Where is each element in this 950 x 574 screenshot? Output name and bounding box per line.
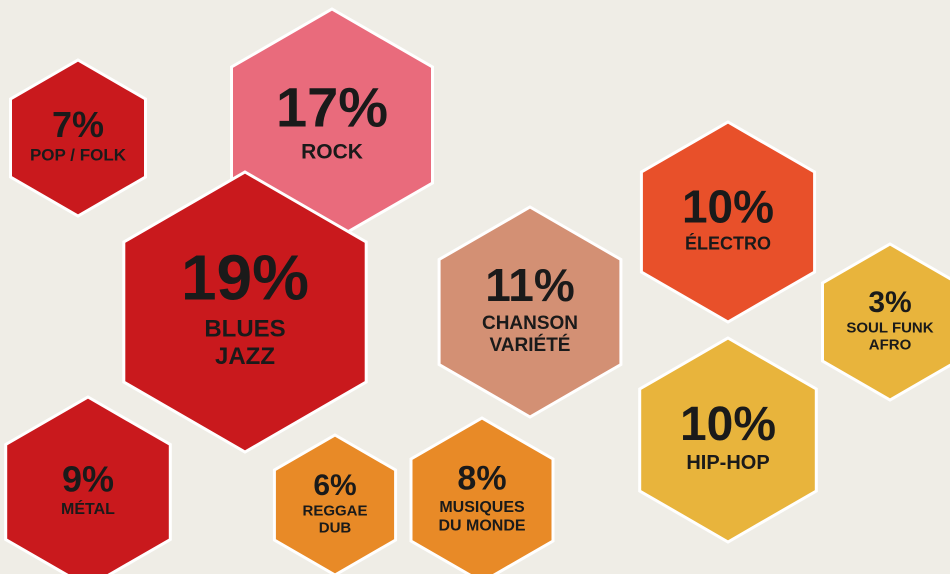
category-label: JAZZ xyxy=(215,343,275,370)
hexagon xyxy=(409,416,555,574)
hexagon xyxy=(639,120,817,324)
hexagon xyxy=(4,395,172,574)
category-label: SOUL FUNK xyxy=(846,319,933,336)
category-label: POP / FOLK xyxy=(30,146,127,165)
category-label: CHANSON xyxy=(482,313,578,334)
value-label: 11% xyxy=(485,259,575,311)
category-label: DU MONDE xyxy=(438,517,525,534)
category-label: VARIÉTÉ xyxy=(490,334,571,356)
hexagon xyxy=(437,205,623,419)
category-label: MÉTAL xyxy=(61,499,115,518)
category-label: HIP-HOP xyxy=(686,452,769,474)
hexagon xyxy=(821,242,950,402)
value-label: 7% xyxy=(52,104,104,145)
category-label: MUSIQUES xyxy=(439,499,525,516)
hexagon xyxy=(9,58,147,218)
hexagon xyxy=(122,170,368,454)
category-label: DUB xyxy=(319,520,352,537)
value-label: 17% xyxy=(276,75,388,138)
value-label: 9% xyxy=(62,458,114,499)
category-label: BLUES xyxy=(204,315,285,342)
value-label: 10% xyxy=(680,398,776,451)
value-label: 6% xyxy=(313,469,356,502)
hexagon xyxy=(638,336,818,544)
category-label: ÉLECTRO xyxy=(685,233,771,254)
value-label: 10% xyxy=(682,181,774,233)
value-label: 19% xyxy=(181,242,309,314)
category-label: REGGAE xyxy=(302,502,367,519)
value-label: 8% xyxy=(457,460,506,498)
category-label: AFRO xyxy=(869,337,912,354)
category-label: ROCK xyxy=(301,140,363,163)
value-label: 3% xyxy=(868,286,911,319)
hexagon xyxy=(272,433,398,574)
